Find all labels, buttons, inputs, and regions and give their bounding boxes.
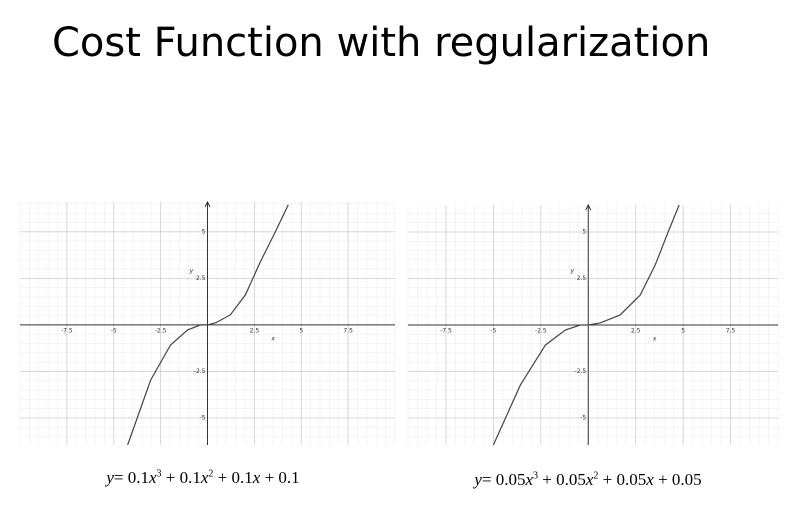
y-tick-label: -2.5 [575, 368, 587, 375]
x-tick-label: -7.5 [61, 327, 73, 334]
x-tick-label: 5 [299, 327, 303, 334]
formula-part: 2 [208, 468, 214, 480]
formula-part: = 0.05 [481, 470, 526, 489]
x-tick-label: 7.5 [726, 328, 736, 335]
y-tick-label: -5 [200, 415, 206, 422]
x-tick-label: -2.5 [155, 327, 167, 334]
formula-part: x [252, 468, 261, 487]
x-tick-label: 7.5 [343, 327, 353, 334]
x-tick-label: 2.5 [631, 328, 641, 335]
y-axis-label: y [189, 267, 194, 274]
formula-part: + 0.05 [538, 470, 586, 489]
formula-part: 3 [156, 468, 162, 480]
x-tick-label: -5 [490, 328, 496, 335]
axis-arrow [204, 200, 211, 208]
y-tick-label: -5 [580, 415, 586, 422]
y-tick-label: 5 [202, 228, 206, 235]
y-tick-label: -2.5 [194, 368, 206, 375]
axis-arrow [585, 203, 592, 211]
y-tick-label: 5 [582, 228, 586, 235]
formula-part: x [525, 470, 534, 489]
y-axis-label: y [569, 268, 574, 275]
x-tick-label: -2.5 [535, 328, 547, 335]
formula-part: x [200, 468, 209, 487]
formula-part: = 0.1 [113, 468, 149, 487]
formula-part: x [148, 468, 157, 487]
formula-part: + 0.1 [161, 468, 201, 487]
formula-part: + 0.05 [653, 470, 702, 489]
formula-part: + 0.1 [213, 468, 253, 487]
slide-title: Cost Function with regularization [52, 20, 711, 66]
curve [492, 204, 680, 446]
x-tick-label: 5 [681, 328, 685, 335]
x-tick-label: -5 [111, 327, 117, 334]
x-tick-label: -7.5 [440, 328, 452, 335]
x-tick-label: 2.5 [250, 327, 260, 334]
y-tick-label: 2.5 [196, 275, 206, 282]
formula-part: + 0.05 [598, 470, 647, 489]
formula: y= 0.05x3 + 0.05x2 + 0.05x + 0.05 [474, 470, 701, 490]
formula-part: 2 [593, 470, 599, 482]
formula-part: x [585, 470, 594, 489]
formula-part: y [474, 470, 482, 489]
curve [127, 204, 289, 446]
formula-part: x [646, 470, 654, 489]
formula-part: 3 [533, 470, 539, 482]
x-axis-label: x [270, 335, 275, 342]
formula: y= 0.1x3 + 0.1x2 + 0.1x + 0.1 [106, 468, 299, 488]
formula-part: + 0.1 [260, 468, 300, 487]
x-axis-label: x [652, 336, 657, 343]
y-tick-label: 2.5 [577, 275, 587, 282]
formula-part: y [106, 468, 114, 487]
